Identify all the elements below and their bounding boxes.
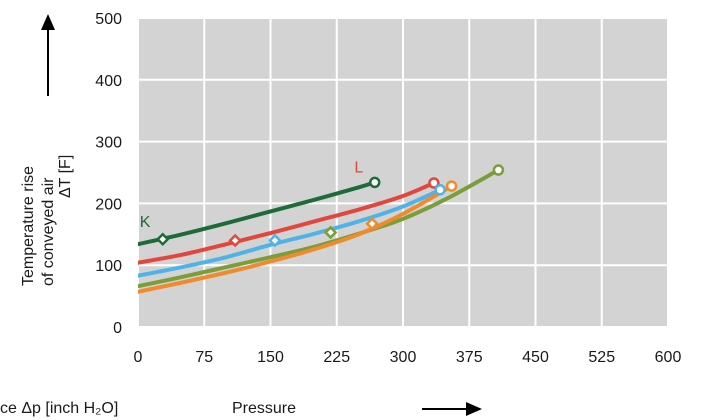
series-end-marker-0: [368, 176, 381, 189]
series-diamond-marker-1: [228, 233, 242, 248]
y-tick-label-3: 300: [95, 135, 122, 152]
y-tick-label-4: 400: [95, 73, 122, 90]
ylabel-line-1: Temperature rise: [20, 166, 37, 286]
ylabel-unit: ΔT [F]: [57, 155, 74, 198]
series-line-4: [138, 184, 454, 294]
x-tick-label-6: 450: [522, 349, 549, 366]
grid-lines: [137, 17, 669, 328]
series-line-3: [138, 168, 501, 289]
series-label-K: K: [140, 214, 151, 231]
series-end-marker-1: [428, 177, 440, 189]
series-diamond-marker-4: [365, 217, 379, 231]
y-tick-label-1: 100: [95, 258, 122, 275]
x-tick-label-2: 150: [257, 349, 284, 366]
series-end-marker-4: [445, 180, 458, 192]
y-tick-label-2: 200: [95, 196, 122, 213]
series-line-1: [138, 181, 436, 265]
x-tick-label-5: 375: [456, 349, 483, 366]
x-tick-label-7: 525: [588, 349, 615, 366]
series-diamond-marker-3: [323, 225, 338, 240]
series-diamond-marker-0: [155, 232, 170, 247]
x-tick-label-0: 0: [134, 349, 143, 366]
y-tick-label-5: 500: [95, 11, 122, 28]
xlabel-left: ce Δp [inch H₂O]: [0, 400, 118, 417]
y-tick-label-0: 0: [113, 320, 122, 337]
x-arrow: [422, 402, 482, 416]
x-tick-label-1: 75: [195, 349, 213, 366]
ylabel-line-2: of conveyed air: [40, 177, 57, 286]
series-diamond-marker-2: [268, 233, 282, 248]
curves: [138, 168, 501, 294]
series-end-marker-2: [434, 184, 446, 196]
series-end-marker-3: [492, 164, 505, 176]
x-tick-label-4: 300: [390, 349, 417, 366]
xlabel-right: Pressure: [232, 400, 296, 417]
y-arrow: [41, 14, 55, 96]
series-label-L: L: [354, 160, 363, 177]
x-tick-label-3: 225: [323, 349, 350, 366]
tick-labels: 0 75 150 225 300 375 450 525 600 0 100 200 300 400 500: [95, 11, 681, 366]
markers: KL: [140, 160, 505, 248]
series-line-0: [138, 180, 377, 247]
x-tick-label-8: 600: [655, 349, 682, 366]
series-line-2: [138, 187, 443, 278]
